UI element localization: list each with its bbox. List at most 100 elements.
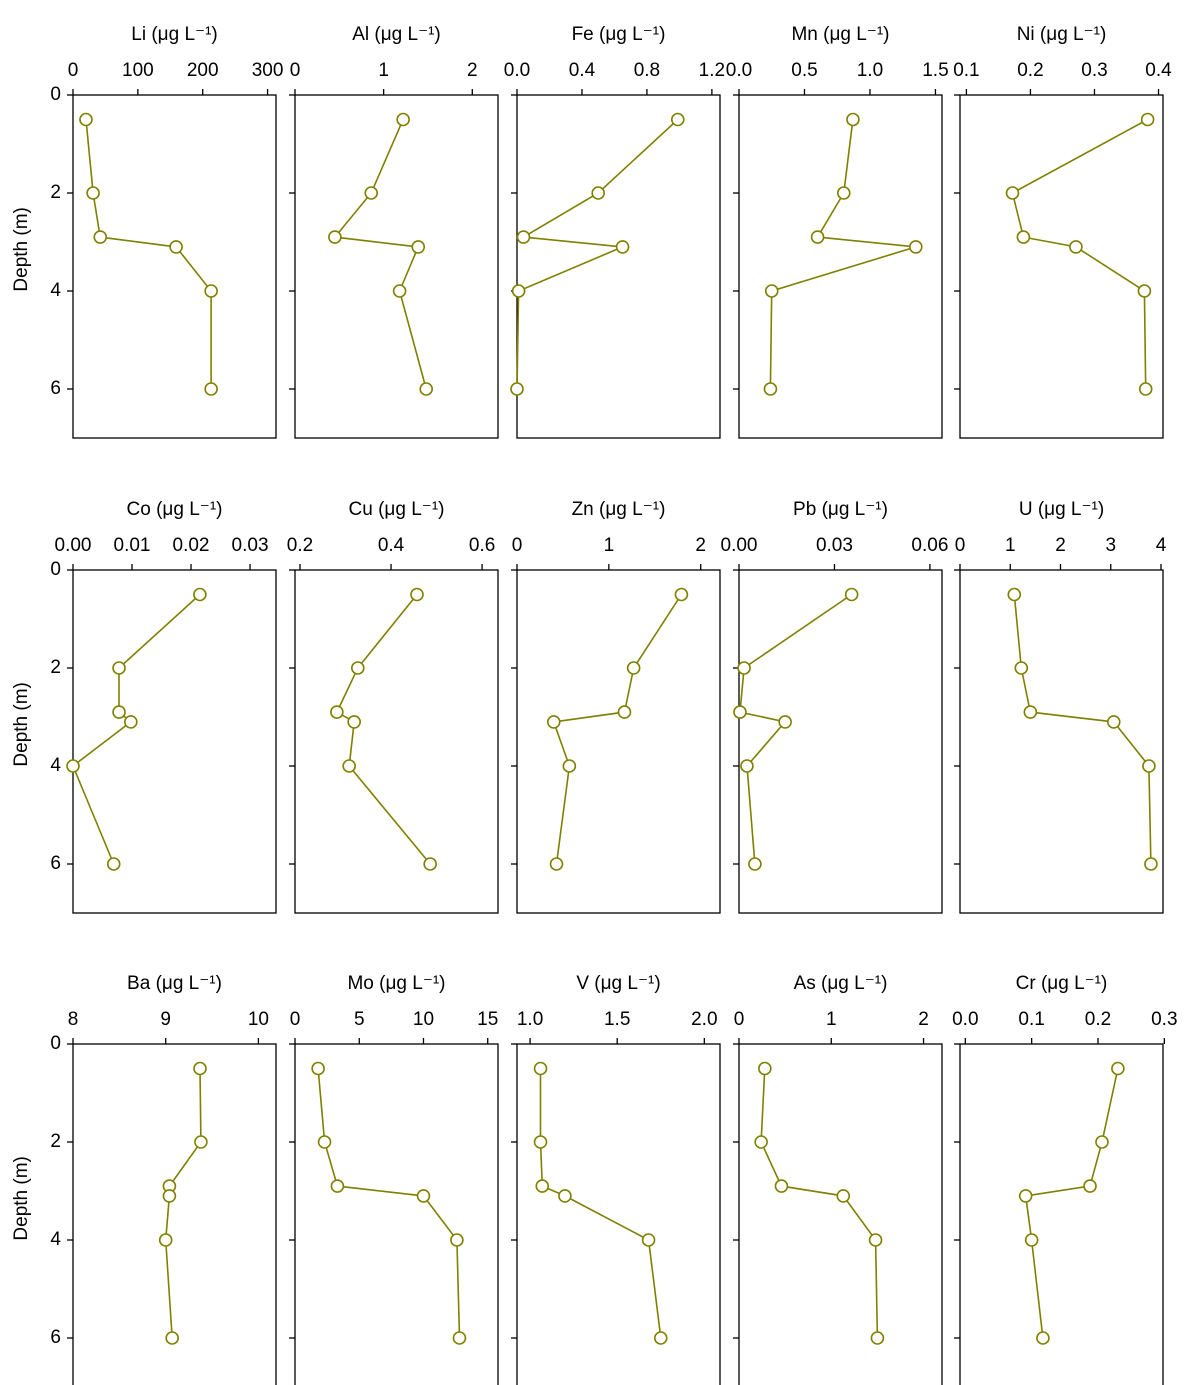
panel-title: Pb (μg L⁻¹) [793, 499, 888, 520]
panel-title: U (μg L⁻¹) [1019, 499, 1104, 520]
data-point [93, 230, 108, 244]
x-tick-label: 0.01 [114, 535, 151, 556]
x-tick-label: 0.3 [1081, 60, 1107, 81]
plot-frame [72, 569, 277, 914]
data-point [737, 661, 751, 675]
data-point [549, 857, 564, 871]
data-point [86, 186, 100, 200]
data-point [79, 112, 93, 127]
data-point [558, 1189, 572, 1203]
panel-title: Mn (μg L⁻¹) [791, 24, 889, 45]
x-tick-label: 10 [248, 1009, 269, 1030]
data-point [1144, 857, 1158, 871]
x-tick-label: 0.0 [504, 60, 530, 81]
data-point [396, 112, 410, 127]
panel-title: Al (μg L⁻¹) [352, 24, 441, 45]
x-tick-label: 3 [1105, 535, 1116, 556]
data-point [1069, 240, 1083, 254]
data-point [1023, 705, 1038, 719]
panel-title: Mo (μg L⁻¹) [347, 973, 445, 994]
data-point [641, 1233, 656, 1247]
x-tick-label: 0.3 [1151, 1009, 1177, 1030]
data-point [347, 715, 361, 729]
data-point [670, 112, 685, 127]
data-point [764, 284, 779, 298]
data-point [846, 112, 860, 127]
x-tick-label: 0.1 [953, 60, 979, 81]
x-tick-label: 100 [122, 60, 154, 81]
plot-frame [738, 569, 943, 914]
panel-title: Ba (μg L⁻¹) [127, 973, 222, 994]
plot-frame [294, 1043, 499, 1385]
data-point [328, 230, 342, 244]
profile-line [539, 1068, 662, 1339]
x-tick-label: 0 [68, 60, 79, 81]
data-point [1140, 112, 1155, 127]
x-tick-label: 0 [734, 1009, 745, 1030]
plot-frame [738, 94, 943, 439]
data-point [193, 1061, 207, 1076]
profile-line [1011, 118, 1148, 390]
profile-line [85, 119, 212, 389]
profile-line [72, 593, 201, 865]
data-point [516, 230, 531, 244]
data-point [106, 857, 121, 871]
data-point [317, 1135, 332, 1149]
data-point [810, 230, 825, 244]
data-point [844, 587, 859, 602]
y-tick-label: 6 [50, 378, 61, 399]
x-tick-label: 0.06 [911, 535, 948, 556]
x-tick-label: 4 [1156, 535, 1167, 556]
panel-title: Co (μg L⁻¹) [127, 499, 223, 520]
data-point [774, 1179, 789, 1193]
data-point [450, 1233, 464, 1247]
x-tick-label: 2 [1055, 535, 1066, 556]
x-tick-label: 1 [826, 1009, 837, 1030]
y-tick-label: 4 [50, 280, 61, 301]
x-tick-label: 1.0 [857, 60, 883, 81]
data-point [194, 1135, 208, 1149]
data-point [653, 1331, 668, 1345]
data-point [169, 240, 183, 254]
data-point [158, 1233, 173, 1247]
data-point [868, 1233, 883, 1247]
data-point [1111, 1061, 1125, 1076]
x-tick-label: 0.0 [952, 1009, 978, 1030]
data-point [674, 587, 689, 602]
y-tick-label: 6 [50, 1327, 61, 1348]
profile-line [760, 1068, 879, 1339]
data-point [66, 759, 80, 773]
x-tick-label: 1 [378, 60, 389, 81]
x-tick-label: 2 [918, 1009, 929, 1030]
panel-title: As (μg L⁻¹) [794, 973, 888, 994]
x-tick-label: 0.03 [816, 535, 853, 556]
data-point [1095, 1135, 1109, 1149]
data-point [626, 661, 641, 675]
data-point [392, 284, 407, 298]
plot-frame [959, 94, 1164, 439]
x-tick-label: 0.5 [791, 60, 817, 81]
profile-line [516, 118, 679, 390]
data-point [193, 587, 207, 602]
profile-line [769, 119, 917, 390]
x-tick-label: 0 [290, 1009, 301, 1030]
data-point [836, 1189, 851, 1203]
x-tick-label: 2 [467, 60, 478, 81]
x-tick-label: 1.5 [922, 60, 948, 81]
x-tick-label: 2.0 [691, 1009, 717, 1030]
y-tick-label: 2 [50, 1131, 61, 1152]
x-tick-label: 0.1 [1018, 1009, 1044, 1030]
data-point [311, 1061, 325, 1076]
x-tick-label: 0.02 [173, 535, 210, 556]
x-tick-label: 1 [1005, 535, 1016, 556]
data-point [754, 1135, 768, 1149]
data-point [758, 1061, 772, 1076]
y-tick-label: 4 [50, 1229, 61, 1250]
panel-title: V (μg L⁻¹) [576, 973, 660, 994]
plot-frame [516, 569, 721, 914]
x-tick-label: 0.4 [569, 60, 596, 81]
x-tick-label: 0.2 [1017, 60, 1043, 81]
data-point [419, 382, 433, 396]
profile-line [1013, 594, 1152, 865]
